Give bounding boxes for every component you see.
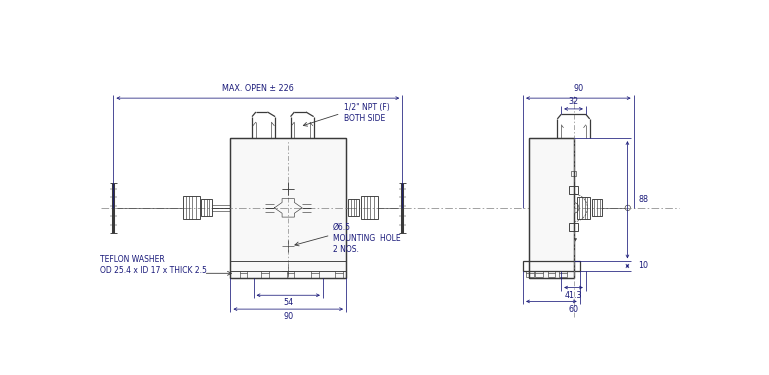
Bar	[231, 138, 346, 278]
Bar	[592, 200, 602, 216]
Text: 10: 10	[638, 261, 648, 270]
Text: 90: 90	[283, 312, 293, 321]
Bar	[201, 200, 212, 216]
Text: Ø6.5: Ø6.5	[333, 223, 351, 232]
Text: MOUNTING  HOLE: MOUNTING HOLE	[333, 234, 401, 243]
Text: BOTH SIDE: BOTH SIDE	[344, 114, 385, 123]
Text: 90: 90	[573, 84, 584, 93]
Bar	[571, 171, 577, 176]
Text: 60: 60	[568, 304, 578, 313]
Text: 32: 32	[568, 97, 578, 106]
Bar	[569, 186, 578, 194]
Bar	[231, 138, 346, 278]
Text: MAX. OPEN ± 226: MAX. OPEN ± 226	[222, 84, 294, 93]
Bar	[361, 196, 378, 219]
Text: 54: 54	[283, 298, 293, 307]
Bar	[529, 138, 574, 278]
Text: 1/2" NPT (F): 1/2" NPT (F)	[344, 103, 389, 112]
Bar	[183, 196, 200, 219]
Polygon shape	[571, 238, 577, 243]
Bar	[577, 197, 591, 219]
Bar	[348, 200, 359, 216]
Bar	[529, 138, 574, 278]
Bar	[569, 223, 578, 231]
Bar	[523, 261, 580, 271]
Text: OD 25.4 x ID 17 x THICK 2.5: OD 25.4 x ID 17 x THICK 2.5	[100, 266, 206, 275]
Text: 41.3: 41.3	[564, 291, 582, 300]
Text: 2 NOS.: 2 NOS.	[333, 244, 359, 254]
Text: TEFLON WASHER: TEFLON WASHER	[100, 255, 165, 264]
Text: 88: 88	[638, 195, 648, 204]
